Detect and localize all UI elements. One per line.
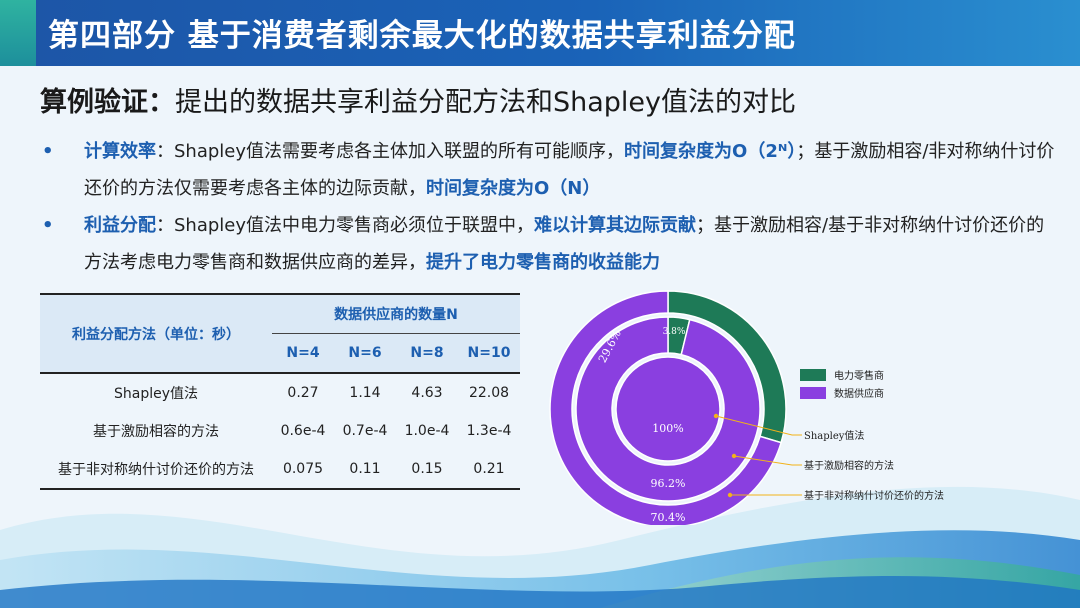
legend-swatch — [800, 369, 826, 381]
subtitle-label: 算例验证： — [40, 87, 175, 118]
bullet-list: • 计算效率：Shapley值法需要考虑各主体加入联盟的所有可能顺序，时间复杂度… — [40, 133, 1060, 281]
table-row: 基于激励相容的方法 0.6e-4 0.7e-4 1.0e-4 1.3e-4 — [40, 412, 520, 450]
donut-slice — [575, 316, 761, 502]
timing-table: 利益分配方法（单位：秒） 数据供应商的数量N N=4 N=6 N=8 N=10 … — [40, 293, 520, 490]
legend-label: 数据供应商 — [834, 387, 884, 400]
slice-label: 100% — [652, 422, 683, 435]
donut-slice — [549, 290, 783, 525]
bullet-marker: • — [42, 215, 54, 236]
slice-label: 3.8% — [663, 327, 686, 337]
annotation-label: 基于激励相容的方法 — [804, 459, 894, 472]
table-corner-header: 利益分配方法（单位：秒） — [40, 294, 272, 373]
allocation-donut-chart: 100%96.2%70.4%3.8%29.6%电力零售商数据供应商Shapley… — [549, 290, 944, 525]
bullet-highlight: 时间复杂度为O（2ᴺ） — [624, 141, 797, 162]
column-header: N=6 — [334, 333, 396, 373]
bullet-text: ；基于激励相容/非对称纳什讨价还价的方法仅需要考虑各主体的边际贡献， — [84, 141, 1055, 199]
donut-slice — [615, 356, 721, 462]
table-subheader-row: N=4 N=6 N=8 N=10 — [40, 333, 520, 373]
header-bar: 第四部分 基于消费者剩余最大化的数据共享利益分配 — [0, 0, 1080, 66]
subtitle-text: 提出的数据共享利益分配方法和Shapley值法的对比 — [175, 87, 797, 118]
bullet-efficiency: • 计算效率：Shapley值法需要考虑各主体加入联盟的所有可能顺序，时间复杂度… — [40, 133, 1060, 207]
table-cell: 0.15 — [411, 461, 443, 477]
leader-line — [733, 455, 802, 466]
page-title: 第四部分 基于消费者剩余最大化的数据共享利益分配 — [48, 18, 796, 54]
slice-label: 96.2% — [651, 477, 686, 490]
table-cell: 0.7e-4 — [342, 423, 388, 439]
table-group-header: 数据供应商的数量N — [272, 294, 520, 334]
row-method: 基于激励相容的方法 — [93, 424, 219, 440]
slice-label: 70.4% — [651, 511, 686, 524]
table-cell: 1.3e-4 — [466, 423, 512, 439]
bullet-highlight: 时间复杂度为O（N） — [426, 178, 601, 199]
bullet-highlight: 提升了电力零售商的收益能力 — [426, 252, 660, 273]
table-cell: 1.0e-4 — [404, 423, 450, 439]
table-cell: 1.14 — [349, 385, 381, 401]
annotation-label: Shapley值法 — [804, 429, 864, 442]
table-cell: 22.08 — [468, 385, 510, 401]
table-cell: 0.075 — [282, 461, 324, 477]
row-method: 基于非对称纳什讨价还价的方法 — [58, 462, 254, 478]
table-cell: 0.11 — [349, 461, 381, 477]
section-subtitle: 算例验证：提出的数据共享利益分配方法和Shapley值法的对比 — [40, 80, 796, 119]
bullet-label: 利益分配 — [84, 215, 156, 236]
table-cell: 0.21 — [473, 461, 505, 477]
bullet-marker: • — [42, 141, 54, 162]
table-row: 基于非对称纳什讨价还价的方法 0.075 0.11 0.15 0.21 — [40, 450, 520, 489]
table-cell: 0.6e-4 — [280, 423, 326, 439]
header-accent — [0, 0, 36, 66]
bullet-text: ：Shapley值法中电力零售商必须位于联盟中， — [156, 215, 535, 236]
table-cell: 4.63 — [411, 385, 443, 401]
table-cell: 0.27 — [287, 385, 319, 401]
bullet-text: ：Shapley值法需要考虑各主体加入联盟的所有可能顺序， — [156, 141, 625, 162]
bullet-highlight: 难以计算其边际贡献 — [534, 215, 697, 236]
legend-swatch — [800, 387, 826, 399]
column-header: N=8 — [396, 333, 458, 373]
column-header: N=10 — [458, 333, 520, 373]
leader-line — [715, 415, 802, 436]
legend-label: 电力零售商 — [834, 369, 884, 382]
bullet-text: ；基于激励相容/基于非对称纳什讨价还价的方法考虑电力零售商和数据供应商的差异， — [84, 215, 1045, 273]
bullet-label: 计算效率 — [84, 141, 156, 162]
table-header-row: 利益分配方法（单位：秒） 数据供应商的数量N — [40, 294, 520, 373]
bullet-allocation: • 利益分配：Shapley值法中电力零售商必须位于联盟中，难以计算其边际贡献；… — [40, 207, 1060, 281]
annotation-label: 基于非对称纳什讨价还价的方法 — [804, 489, 944, 502]
column-header: N=4 — [272, 333, 334, 373]
table-row: Shapley值法 0.27 1.14 4.63 22.08 — [40, 373, 520, 412]
row-method: Shapley值法 — [113, 386, 198, 402]
